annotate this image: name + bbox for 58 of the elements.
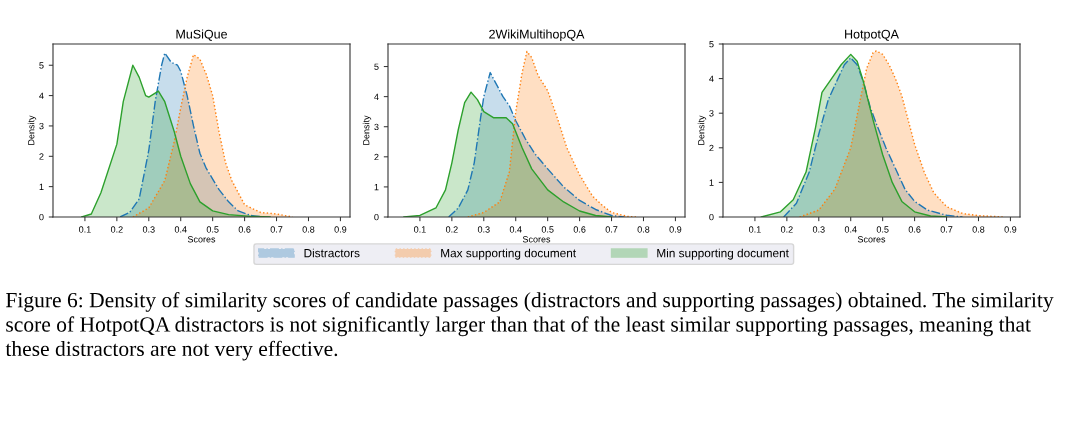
x-tick-label: 0.3	[812, 226, 825, 233]
legend-label: Distractors	[304, 248, 360, 258]
y-tick-label: 5	[39, 62, 44, 69]
legend-label: Min supporting document	[657, 248, 789, 260]
x-axis-title: Scores	[187, 236, 216, 243]
x-tick-label: 0.5	[541, 226, 554, 233]
y-tick-label: 0	[709, 213, 714, 221]
y-tick-label: 4	[39, 92, 44, 99]
x-tick-label: 0.2	[110, 226, 123, 233]
x-tick-label: 0.3	[477, 226, 490, 233]
y-tick-label: 3	[374, 123, 379, 131]
x-tick-label: 0.8	[972, 226, 985, 233]
chart-title: MuSiQue	[176, 29, 227, 41]
x-axis-title: Scores	[857, 236, 886, 243]
x-tick-label: 0.6	[573, 226, 586, 233]
x-tick-label: 0.4	[844, 226, 857, 233]
x-tick-label: 0.5	[206, 226, 219, 233]
x-tick-label: 0.1	[79, 226, 91, 233]
x-tick-label: 0.8	[637, 226, 650, 233]
y-tick-label: 1	[374, 183, 379, 191]
y-axis-title: Density	[362, 115, 372, 145]
x-tick-label: 0.4	[174, 226, 187, 233]
y-axis-title: Density	[697, 115, 707, 145]
y-tick-label: 3	[709, 110, 714, 117]
x-tick-label: 0.1	[414, 226, 426, 233]
y-tick-label: 4	[709, 75, 714, 82]
x-axis-title: Scores	[522, 236, 551, 243]
x-tick-label: 0.7	[940, 226, 953, 233]
chart-title: 2WikiMultihopQA	[489, 29, 585, 42]
y-tick-label: 5	[709, 41, 714, 48]
caption: Figure 6: Density of similarity scores of candidate passages (distractors and supporting passages) obtained. The similarity score of HotpotQA distractors is not significantly larger than that of the least similar supporting passages, meaning that these distractors are not very effective.	[5, 292, 1054, 361]
y-tick-label: 2	[709, 144, 714, 152]
x-tick-label: 0.8	[302, 226, 315, 233]
x-tick-label: 0.6	[238, 226, 251, 233]
y-tick-label: 2	[374, 153, 379, 161]
x-tick-label: 0.7	[270, 226, 283, 233]
x-tick-label: 0.3	[142, 226, 155, 233]
y-tick-label: 1	[709, 179, 714, 186]
chart-title: HotpotQA	[845, 29, 899, 42]
y-tick-label: 3	[39, 122, 44, 130]
x-tick-label: 0.4	[509, 226, 522, 233]
y-tick-label: 5	[374, 63, 379, 70]
x-tick-label: 0.5	[876, 226, 889, 233]
x-tick-label: 0.1	[749, 226, 761, 233]
x-tick-label: 0.9	[1004, 226, 1017, 233]
y-tick-label: 0	[39, 213, 44, 221]
x-tick-label: 0.2	[445, 226, 458, 233]
x-tick-label: 0.9	[334, 226, 347, 233]
y-tick-label: 2	[39, 153, 44, 160]
y-tick-label: 1	[39, 183, 44, 190]
x-tick-label: 0.6	[908, 226, 921, 233]
y-tick-label: 4	[374, 93, 379, 100]
y-tick-label: 0	[374, 213, 379, 221]
x-tick-label: 0.7	[605, 226, 618, 233]
x-tick-label: 0.9	[669, 226, 682, 233]
y-axis-title: Density	[27, 115, 37, 145]
x-tick-label: 0.2	[780, 226, 793, 233]
legend-label: Max supporting document	[441, 248, 576, 260]
